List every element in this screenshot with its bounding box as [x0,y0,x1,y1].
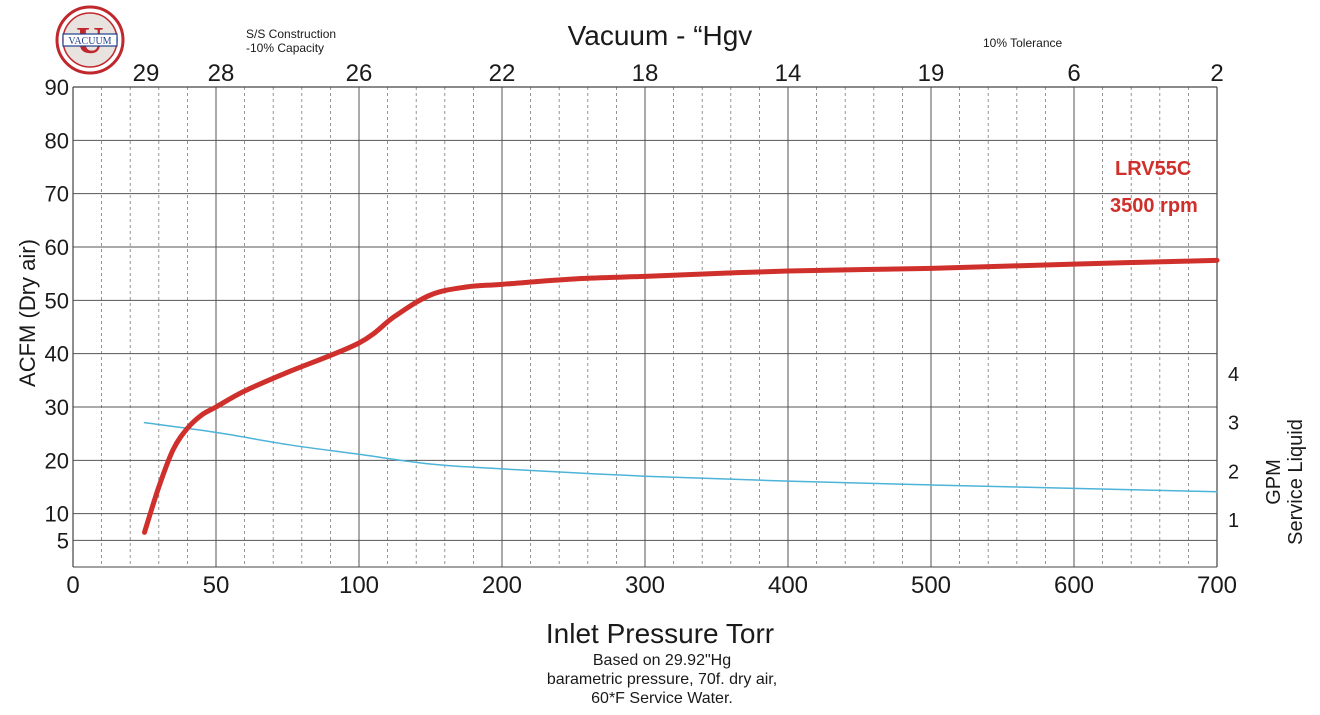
service-liquid-series-line [143,421,1218,493]
x-tick-label: 50 [203,572,230,599]
y-tick-label: 60 [45,235,69,260]
x-tick-label: 0 [66,572,79,599]
tolerance-note: 10% Tolerance [983,36,1063,50]
y-tick-label: 5 [57,528,69,553]
y2-tick-label: 3 [1228,413,1239,435]
minor-gridlines [101,87,1189,567]
y2-axis-label-line2: Service Liquid [1285,419,1307,545]
y-tick-label: 80 [45,128,69,153]
y-tick-label: 30 [45,395,69,420]
y2-axis-label-line1: GPM [1263,459,1285,505]
x-tick-label: 200 [482,572,522,599]
top-tick-label: 2 [1210,60,1223,87]
x-tick-label: 600 [1054,572,1094,599]
acfm-series-line [142,257,1220,535]
y-tick-label: 50 [45,288,69,313]
y-tick-label: 90 [45,75,69,100]
top-tick-label: 18 [632,60,659,87]
footnote-line2: barametric pressure, 70f. dry air, [546,671,778,688]
y2-tick-label: 1 [1228,510,1239,532]
x-tick-label: 400 [768,572,808,599]
top-tick-label: 19 [918,60,945,87]
x-axis-label: Inlet Pressure Torr [545,618,775,649]
y-tick-label: 70 [45,182,69,207]
y2-axis-label: GPM Service Liquid [1263,407,1307,557]
top-tick-label: 29 [133,60,160,87]
series-rpm-label: 3500 rpm [1110,195,1198,217]
top-tick-label: 14 [775,60,802,87]
x-tick-label: 700 [1197,572,1237,599]
y-tick-label: 20 [45,448,69,473]
y-tick-label: 40 [45,342,69,367]
footnote-line3: 60*F Service Water. [591,690,733,707]
top-tick-label: 22 [489,60,516,87]
major-gridlines [72,86,1218,568]
y-tick-label: 10 [45,502,69,527]
x-tick-label: 500 [911,572,951,599]
capacity-note: -10% Capacity [246,41,325,55]
logo-text: VACUUM [68,36,111,47]
top-tick-label: 28 [208,60,235,87]
y2-tick-label: 2 [1228,461,1239,483]
construction-note: S/S Construction [246,27,337,41]
series-layer [142,257,1220,535]
y-axis-label: ACFM (Dry air) [15,239,40,387]
top-tick-label: 6 [1067,60,1080,87]
series-name-label: LRV55C [1115,158,1192,180]
x-tick-label: 300 [625,572,665,599]
top-axis-label: Vacuum - “Hgv [567,20,753,51]
x-tick-label: 100 [339,572,379,599]
y2-tick-label: 4 [1228,364,1239,386]
footnote-line1: Based on 29.92"Hg [592,652,732,669]
us-vacuum-logo: U VACUUM [55,5,125,75]
top-tick-label: 26 [346,60,373,87]
